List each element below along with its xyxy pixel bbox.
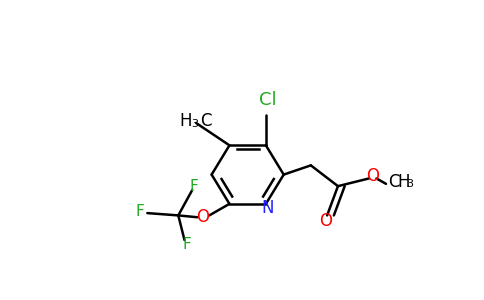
Text: O: O [366,167,379,185]
Text: 3: 3 [192,119,198,129]
Text: O: O [319,212,332,230]
Text: C: C [200,112,212,130]
Text: C: C [388,172,400,190]
Text: H: H [179,112,192,130]
Text: N: N [261,199,274,217]
Text: F: F [136,204,144,219]
Text: Cl: Cl [258,91,276,109]
Text: O: O [196,208,209,226]
Text: F: F [182,237,191,252]
Text: H: H [397,172,410,190]
Text: 3: 3 [406,178,413,189]
Text: F: F [190,179,198,194]
